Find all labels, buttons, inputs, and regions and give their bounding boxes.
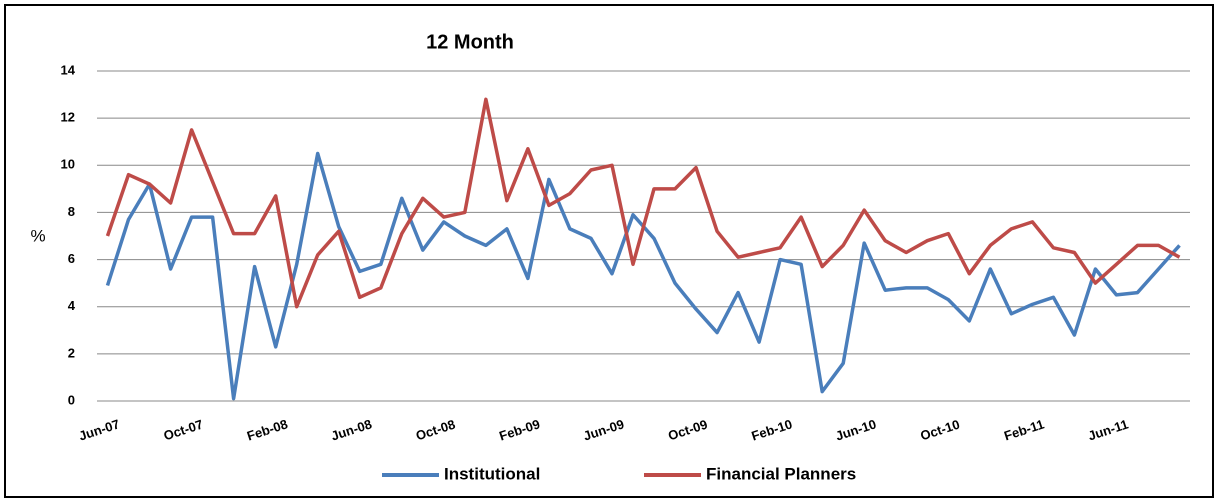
y-axis-label: % <box>30 226 45 245</box>
data-line <box>105 97 1181 309</box>
y-tick-label: 10 <box>61 157 75 172</box>
legend-label: Institutional <box>444 464 540 483</box>
y-tick-label: 2 <box>68 345 75 360</box>
y-tick-label: 4 <box>68 298 76 313</box>
y-tick-label: 14 <box>61 62 76 77</box>
y-tick-label: 0 <box>68 392 75 407</box>
y-tick-label: 12 <box>61 110 75 125</box>
chart-title: 12 Month <box>426 31 514 53</box>
y-tick-label: 6 <box>68 251 75 266</box>
chart-frame <box>4 4 1214 498</box>
legend-label: Financial Planners <box>706 464 856 483</box>
y-tick-label: 8 <box>68 204 75 219</box>
